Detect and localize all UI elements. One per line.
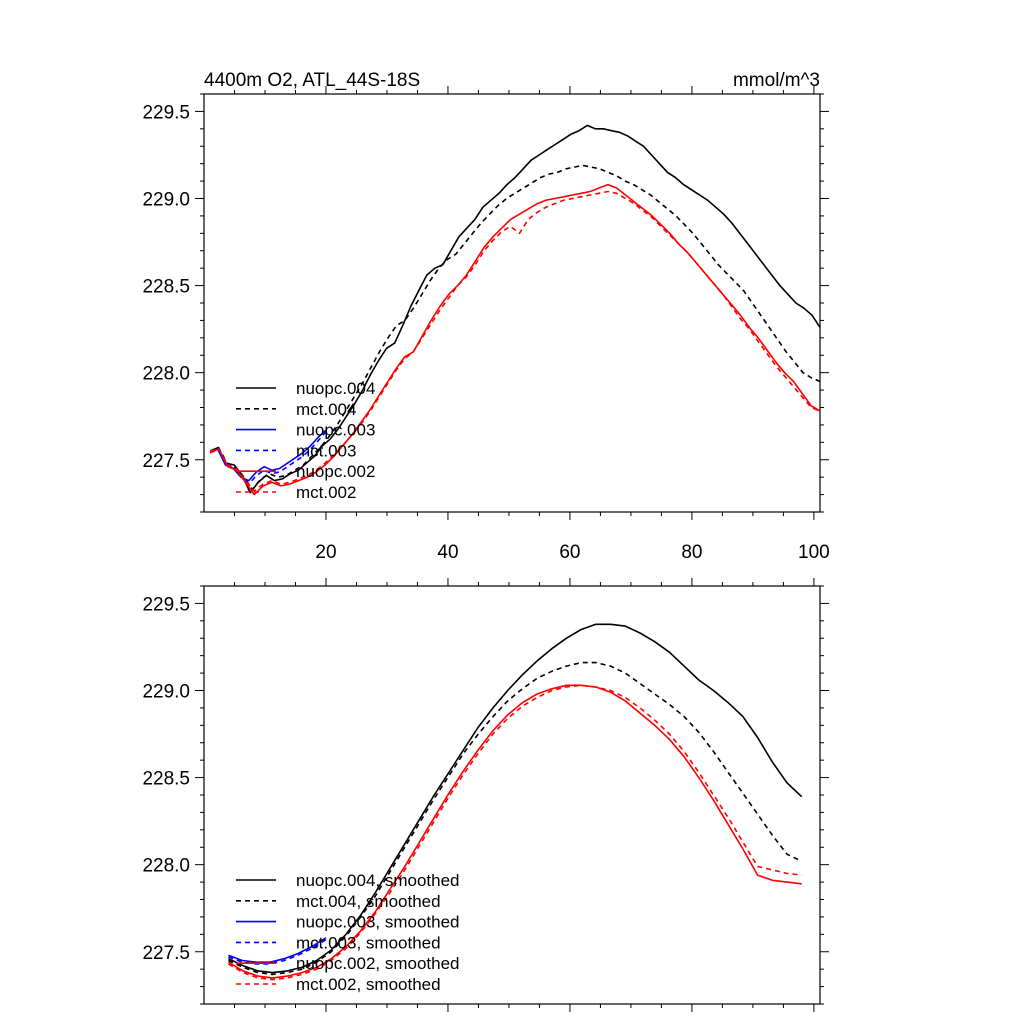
series-line bbox=[228, 623, 803, 974]
bottom-chart-panel: 227.5 228.0 228.5 229.0 229.5 nuopc.004, smoo… bbox=[142, 578, 829, 1012]
legend-label: mct.004 bbox=[296, 400, 356, 419]
y-tick-label: 229.5 bbox=[142, 102, 190, 123]
series-line bbox=[228, 937, 327, 964]
x-tick-label: 40 bbox=[437, 542, 458, 563]
legend-label: mct.002 bbox=[296, 483, 356, 502]
series-line bbox=[228, 938, 327, 965]
y-tick-label: 228.0 bbox=[142, 364, 190, 385]
legend-label: mct.003 bbox=[296, 441, 356, 460]
x-tick-label: 80 bbox=[681, 542, 702, 563]
series-line bbox=[209, 190, 821, 492]
y-tick-label: 228.5 bbox=[142, 277, 190, 298]
legend-label: mct.003, smoothed bbox=[296, 933, 441, 952]
legend-label: mct.002, smoothed bbox=[296, 975, 441, 994]
y-tick-label: 229.5 bbox=[142, 594, 190, 615]
y-tick-label: 227.5 bbox=[142, 943, 190, 964]
x-tick-label: 20 bbox=[315, 542, 336, 563]
y-tick-label: 229.0 bbox=[142, 190, 190, 211]
series-line bbox=[209, 124, 821, 494]
top-chart-panel: 4400m O2, ATL_44S-18S mmol/m^3 20 40 60 80 1… bbox=[142, 70, 829, 563]
legend-label: nuopc.004 bbox=[296, 379, 375, 398]
y-tick-label: 228.0 bbox=[142, 856, 190, 877]
legend-label: nuopc.002, smoothed bbox=[296, 954, 460, 973]
series-line bbox=[228, 661, 803, 976]
series-line bbox=[209, 164, 821, 491]
chart-title-left: 4400m O2, ATL_44S-18S bbox=[204, 70, 420, 91]
legend-label: nuopc.003 bbox=[296, 421, 375, 440]
legend-label: nuopc.003, smoothed bbox=[296, 913, 460, 932]
y-tick-label: 227.5 bbox=[142, 451, 190, 472]
x-tick-label: 60 bbox=[559, 542, 580, 563]
legend-label: nuopc.004, smoothed bbox=[296, 871, 460, 890]
chart-title-right: mmol/m^3 bbox=[733, 70, 820, 91]
y-tick-label: 229.0 bbox=[142, 682, 190, 703]
legend-label: mct.004, smoothed bbox=[296, 892, 441, 911]
x-tick-label: 100 bbox=[798, 542, 830, 563]
series-line bbox=[227, 684, 802, 981]
legend-label: nuopc.002 bbox=[296, 462, 375, 481]
y-tick-label: 228.5 bbox=[142, 769, 190, 790]
series-line bbox=[227, 684, 802, 979]
